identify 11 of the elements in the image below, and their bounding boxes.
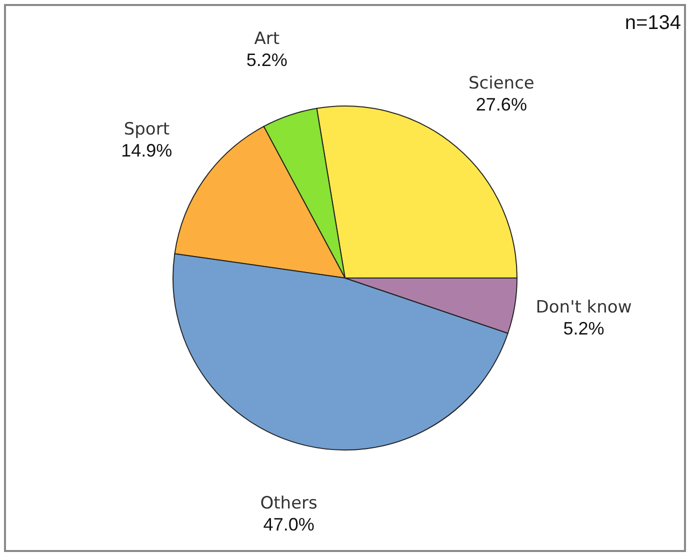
slice-label: Art xyxy=(254,28,280,49)
slice-label: Others xyxy=(260,493,318,514)
slice-label: Science xyxy=(468,73,534,94)
data-label: 14.9% xyxy=(121,140,172,160)
text: n=134 xyxy=(624,12,681,34)
data-label: 5.2% xyxy=(563,318,604,338)
slice-label: Don't know xyxy=(536,297,632,318)
slice-label: Sport xyxy=(124,119,170,140)
data-label: 47.0% xyxy=(263,514,314,534)
data-label: 5.2% xyxy=(246,50,288,70)
data-label: 27.6% xyxy=(476,94,527,114)
